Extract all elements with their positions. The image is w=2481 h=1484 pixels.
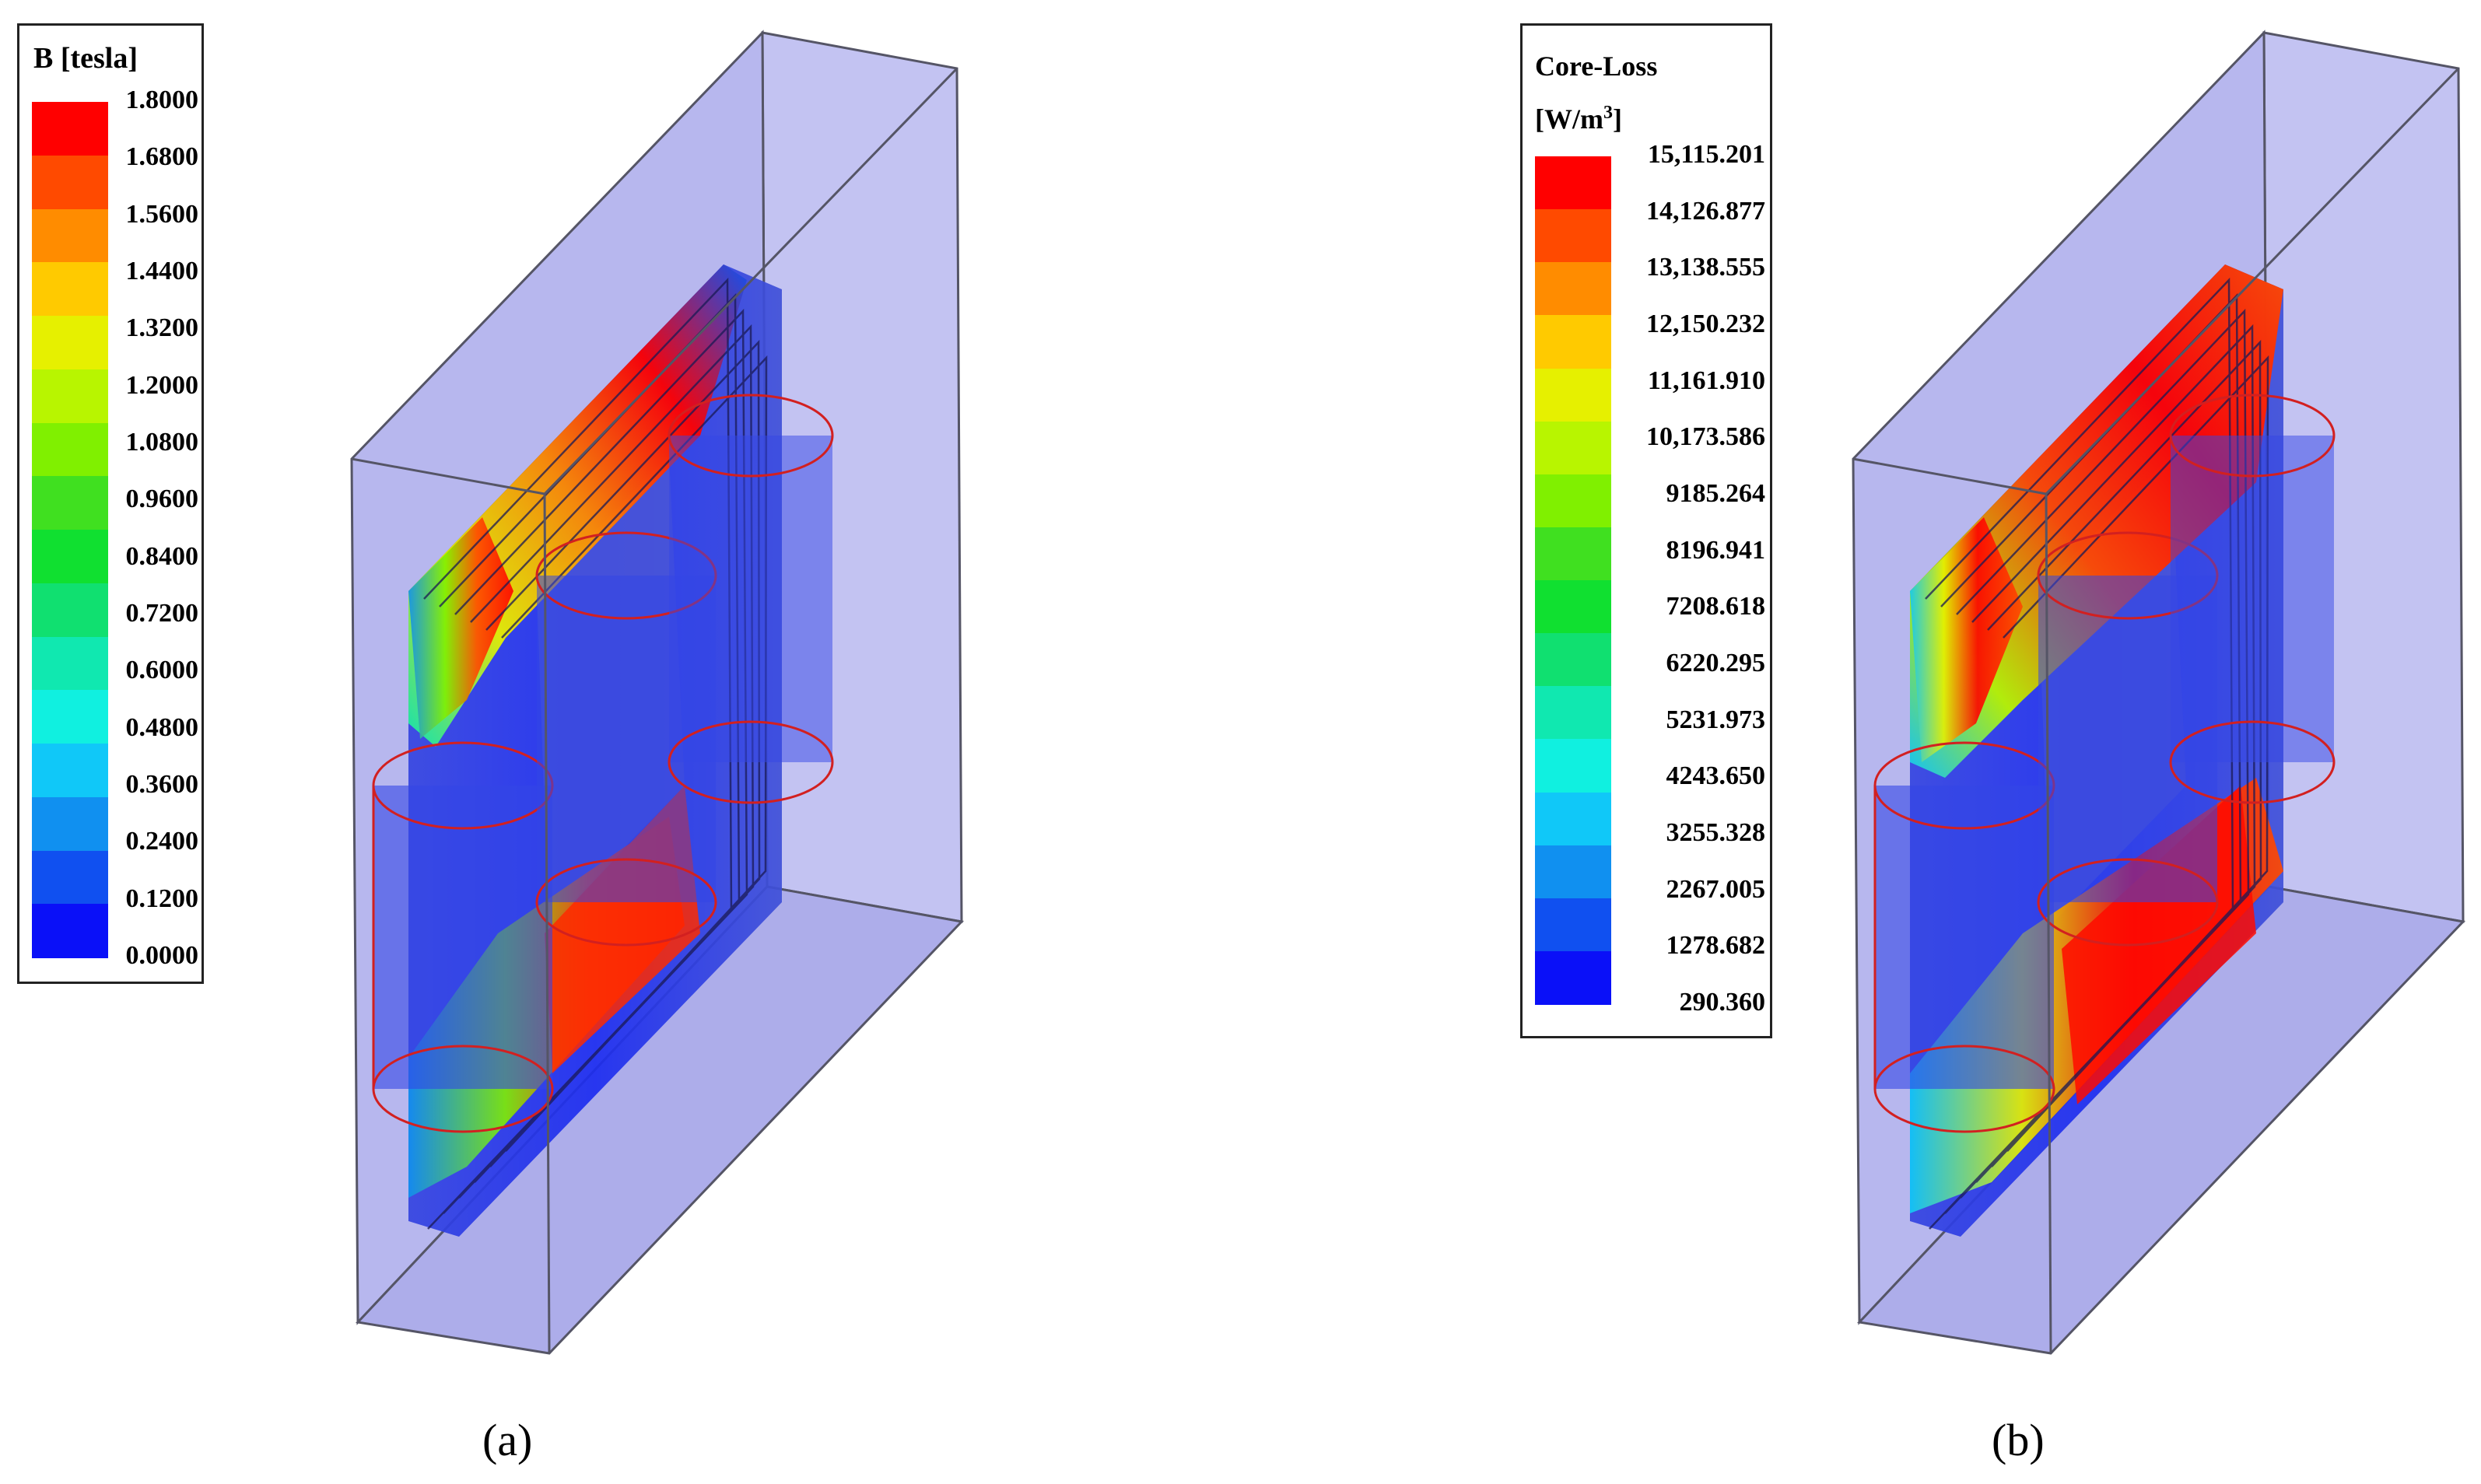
legend-tick-label: 15,115.201 (1647, 139, 1765, 169)
legend-swatch (32, 636, 108, 691)
legend-tick-label: 0.6000 (125, 656, 199, 685)
legend-b-title-name: Core-Loss (1535, 51, 1658, 82)
winding-1 (1873, 741, 2055, 1133)
legend-tick-label: 1.5600 (125, 199, 199, 229)
legend-swatch (32, 744, 108, 798)
legend-tick-label: 11,161.910 (1647, 366, 1765, 395)
winding-1 (372, 741, 554, 1133)
legend-tick-label: 9185.264 (1666, 478, 1766, 508)
legend-tick-label: 14,126.877 (1646, 196, 1765, 226)
legend-swatch (32, 422, 108, 477)
legend-swatch (1535, 686, 1611, 740)
legend-tick-label: 1.6800 (125, 142, 199, 172)
legend-b-color-scale (1535, 156, 1611, 1005)
legend-b-title-unit: [W/m3] (1535, 103, 1622, 135)
legend-swatch (1535, 739, 1611, 793)
legend-b-title: Core-Loss [W/m3] (1535, 47, 1657, 138)
legend-tick-label: 1.0800 (125, 427, 199, 457)
legend-tick-label: 5231.973 (1666, 705, 1766, 734)
legend-swatch (32, 102, 108, 156)
legend-tick-label: 0.1200 (125, 884, 199, 913)
legend-swatch (32, 316, 108, 370)
legend-tick-label: 0.2400 (125, 827, 199, 856)
legend-swatch (32, 904, 108, 958)
legend-swatch (1535, 474, 1611, 528)
flux-upper-left-corner (408, 517, 513, 739)
legend-b: Core-Loss [W/m3] 15,115.201 14,126.877 13,… (1520, 23, 1772, 1038)
legend-tick-label: 1.2000 (125, 370, 199, 400)
legend-tick-label: 13,138.555 (1646, 253, 1765, 282)
legend-swatch (32, 530, 108, 584)
legend-a-ticks: 1.8000 1.6800 1.5600 1.4400 1.3200 1.2000 1.08… (111, 86, 199, 970)
legend-tick-label: 3255.328 (1666, 817, 1766, 847)
legend-tick-label: 0.0000 (125, 940, 199, 970)
legend-a-color-scale (32, 102, 108, 958)
legend-swatch (32, 583, 108, 637)
legend-tick-label: 10,173.586 (1646, 422, 1765, 452)
transformer-model-b (1852, 30, 2466, 1355)
legend-swatch (1535, 209, 1611, 263)
legend-tick-label: 1278.682 (1666, 931, 1766, 961)
caption-b: (b) (1992, 1415, 2045, 1465)
legend-swatch (32, 850, 108, 905)
legend-swatch (1535, 527, 1611, 581)
legend-swatch (1535, 898, 1611, 952)
legend-tick-label: 8196.941 (1666, 535, 1766, 565)
legend-swatch (1535, 792, 1611, 846)
winding-3 (668, 394, 834, 804)
legend-swatch (1535, 421, 1611, 475)
loss-upper-left-corner (1910, 517, 2023, 762)
legend-swatch (32, 208, 108, 263)
legend-a-title: B [tesla] (33, 42, 138, 75)
legend-tick-label: 1.8000 (125, 85, 199, 114)
legend-tick-label: 0.7200 (125, 598, 199, 628)
legend-swatch (1535, 156, 1611, 210)
legend-swatch (1535, 950, 1611, 1005)
transformer-model-a (350, 30, 965, 1355)
legend-swatch (32, 155, 108, 209)
legend-swatch (32, 690, 108, 744)
legend-tick-label: 7208.618 (1666, 592, 1766, 621)
legend-tick-label: 0.8400 (125, 541, 199, 571)
legend-swatch (32, 476, 108, 530)
legend-swatch (1535, 633, 1611, 687)
legend-swatch (1535, 262, 1611, 316)
enclosure-front-edges (351, 67, 958, 1354)
legend-b-ticks: 15,115.201 14,126.877 13,138.555 12,150.232… (1600, 140, 1766, 1017)
legend-a: B [tesla] 1.8000 1.6800 1.5600 1.4400 1.3200… (17, 23, 204, 984)
legend-swatch (32, 796, 108, 851)
legend-tick-label: 1.4400 (125, 256, 199, 285)
legend-swatch (1535, 315, 1611, 369)
legend-swatch (1535, 368, 1611, 422)
winding-3 (2169, 394, 2336, 804)
legend-tick-label: 6220.295 (1666, 648, 1766, 677)
legend-tick-label: 12,150.232 (1646, 309, 1765, 338)
legend-swatch (32, 369, 108, 423)
legend-swatch (1535, 580, 1611, 634)
legend-tick-label: 0.3600 (125, 769, 199, 799)
legend-swatch (1535, 845, 1611, 899)
enclosure-front-edges (1852, 67, 2460, 1354)
legend-tick-label: 290.360 (1679, 987, 1766, 1017)
legend-tick-label: 0.9600 (125, 485, 199, 514)
legend-tick-label: 4243.650 (1666, 761, 1766, 791)
legend-tick-label: 2267.005 (1666, 874, 1766, 904)
legend-tick-label: 1.3200 (125, 313, 199, 343)
caption-a: (a) (482, 1415, 533, 1465)
legend-swatch (32, 262, 108, 317)
legend-tick-label: 0.4800 (125, 712, 199, 742)
